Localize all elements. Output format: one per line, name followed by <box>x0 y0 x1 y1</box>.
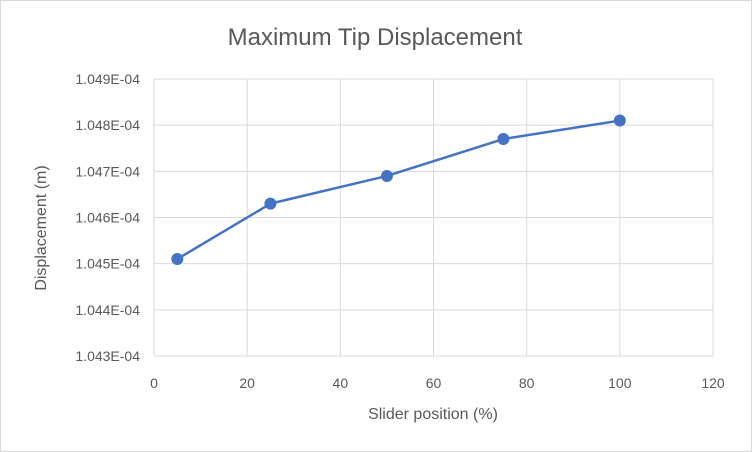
series-group <box>171 114 626 266</box>
data-point <box>613 114 626 127</box>
y-tick-label: 1.047E-04 <box>75 163 140 179</box>
x-tick-labels: 0 20 40 60 80 100 120 <box>150 375 725 391</box>
x-tick-label: 0 <box>150 375 158 391</box>
series-line <box>176 119 621 261</box>
y-tick-label: 1.044E-04 <box>75 302 140 318</box>
x-tick-label: 100 <box>608 375 632 391</box>
data-point <box>497 133 510 146</box>
y-tick-labels: 1.043E-04 1.044E-04 1.045E-04 1.046E-04 1.04… <box>75 71 140 364</box>
y-tick-label: 1.046E-04 <box>75 210 140 226</box>
y-tick-label: 1.045E-04 <box>75 256 140 272</box>
x-tick-label: 20 <box>239 375 255 391</box>
chart-title: Maximum Tip Displacement <box>228 24 523 51</box>
data-point <box>171 253 184 266</box>
y-tick-label: 1.048E-04 <box>75 117 140 133</box>
gridlines <box>153 78 714 357</box>
y-axis-label: Displacement (m) <box>33 165 50 290</box>
x-tick-label: 120 <box>701 375 725 391</box>
x-tick-label: 60 <box>426 375 442 391</box>
data-point <box>264 197 277 210</box>
x-axis-label: Slider position (%) <box>368 406 498 423</box>
x-tick-label: 40 <box>333 375 349 391</box>
data-point <box>380 169 393 182</box>
x-tick-label: 80 <box>519 375 535 391</box>
y-tick-label: 1.049E-04 <box>75 71 140 87</box>
y-tick-label: 1.043E-04 <box>75 348 140 364</box>
